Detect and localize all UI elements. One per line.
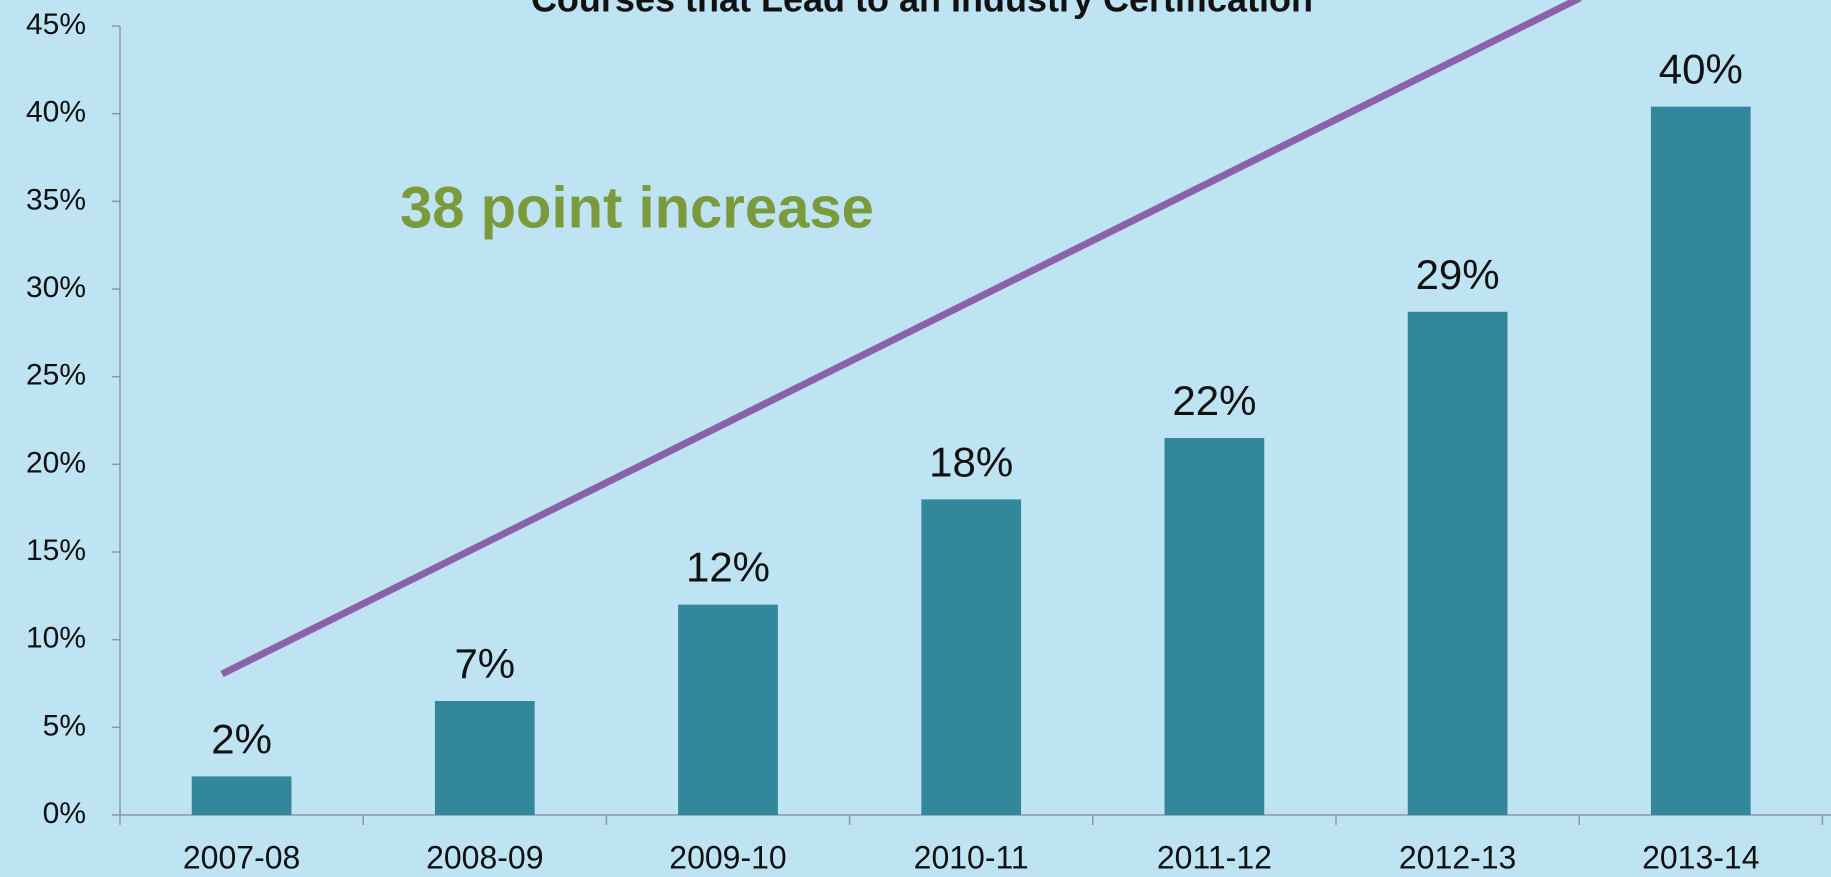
x-tick-label: 2007-08 <box>183 839 300 875</box>
x-tick-label: 2011-12 <box>1157 839 1272 875</box>
y-tick-label: 30% <box>26 271 86 304</box>
value-label: 18% <box>929 438 1013 485</box>
value-label: 12% <box>686 544 770 591</box>
value-label: 29% <box>1416 251 1500 298</box>
y-tick-label: 45% <box>26 8 86 41</box>
x-tick-label: 2013-14 <box>1642 839 1759 875</box>
y-tick-label: 5% <box>43 709 86 742</box>
y-tick-label: 25% <box>26 359 86 392</box>
y-tick-label: 10% <box>26 622 86 655</box>
bar <box>1164 438 1265 815</box>
bar <box>678 604 778 815</box>
bar <box>434 701 535 815</box>
y-tick-label: 35% <box>26 183 86 216</box>
x-tick-label: 2009-10 <box>669 839 786 875</box>
y-tick-label: 40% <box>26 96 86 129</box>
annotation: 38 point increase <box>400 175 874 240</box>
bar <box>921 499 1022 815</box>
value-label: 22% <box>1172 377 1256 424</box>
x-tick-label: 2008-09 <box>426 839 543 875</box>
value-label: 2% <box>211 716 272 763</box>
value-label: 7% <box>454 640 515 687</box>
x-tick-label: 2012-13 <box>1399 839 1516 875</box>
chart-title: Courses that Lead to an Industry Certifi… <box>531 0 1313 20</box>
trend-line <box>220 0 1582 678</box>
bar <box>1407 311 1508 815</box>
x-tick-label: 2010-11 <box>914 839 1029 875</box>
y-tick-label: 15% <box>26 534 86 567</box>
y-tick-label: 20% <box>26 446 86 479</box>
y-tick-label: 0% <box>43 797 86 830</box>
bar <box>191 776 292 815</box>
value-label: 40% <box>1659 46 1743 93</box>
bar <box>1650 106 1751 816</box>
